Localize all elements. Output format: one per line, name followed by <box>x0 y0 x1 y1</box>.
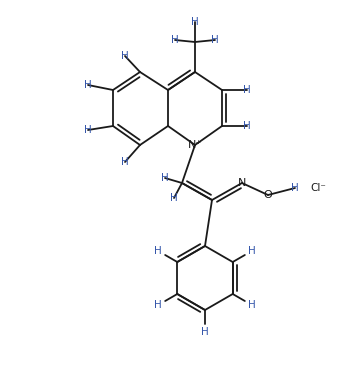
Text: H: H <box>291 183 299 193</box>
Text: H: H <box>84 125 92 135</box>
Text: H: H <box>248 246 256 256</box>
Text: H: H <box>154 246 162 256</box>
Text: H: H <box>191 17 199 27</box>
Text: N⁺: N⁺ <box>188 140 202 150</box>
Text: H: H <box>243 85 251 95</box>
Text: H: H <box>161 173 169 183</box>
Text: Cl⁻: Cl⁻ <box>310 183 326 193</box>
Text: H: H <box>248 300 256 310</box>
Text: H: H <box>211 35 219 45</box>
Text: H: H <box>201 327 209 337</box>
Text: H: H <box>84 80 92 90</box>
Text: H: H <box>121 157 129 167</box>
Text: N: N <box>238 178 246 188</box>
Text: H: H <box>154 300 162 310</box>
Text: H: H <box>121 51 129 61</box>
Text: H: H <box>171 35 179 45</box>
Text: H: H <box>243 121 251 131</box>
Text: O: O <box>264 190 272 200</box>
Text: H: H <box>170 193 178 203</box>
